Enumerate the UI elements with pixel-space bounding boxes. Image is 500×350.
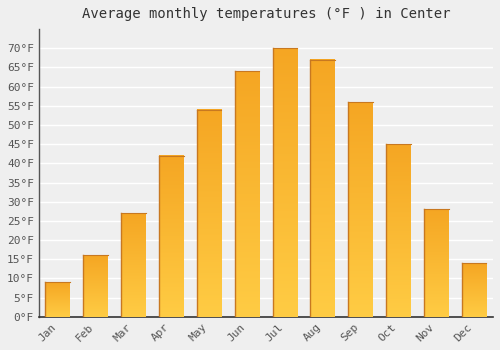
- Title: Average monthly temperatures (°F ) in Center: Average monthly temperatures (°F ) in Ce…: [82, 7, 450, 21]
